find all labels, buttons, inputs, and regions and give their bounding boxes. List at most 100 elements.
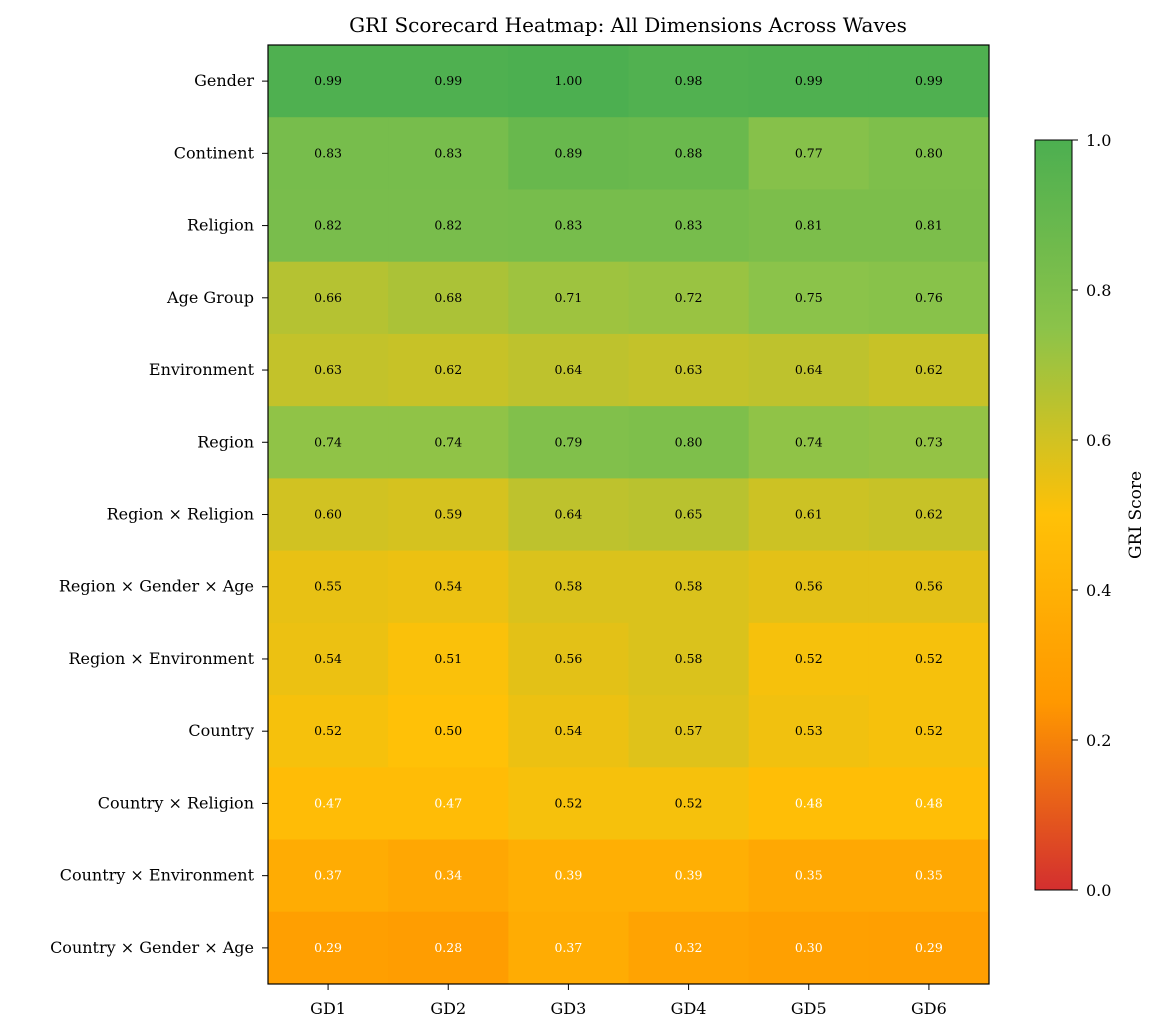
row-label: Region × Religion: [107, 505, 254, 524]
cell-value-label: 0.66: [314, 290, 342, 305]
heatmap-cell: [628, 622, 750, 696]
cell-value-label: 0.83: [554, 218, 582, 233]
chart-title: GRI Scorecard Heatmap: All Dimensions Ac…: [349, 13, 907, 37]
cell-value-label: 0.50: [434, 723, 462, 738]
heatmap-cell: [268, 333, 389, 407]
heatmap-cell: [268, 550, 389, 624]
row-label: Country × Gender × Age: [50, 938, 254, 957]
heatmap-cell: [628, 406, 750, 479]
heatmap-cell: [388, 406, 509, 479]
cell-value-label: 0.35: [915, 868, 943, 883]
plot-frame: [267, 44, 990, 985]
column-label: GD6: [911, 999, 947, 1018]
cell-value-label: 0.80: [915, 145, 943, 160]
heatmap-cell: [628, 261, 750, 335]
colorbar-tick-label: 1.0: [1086, 131, 1111, 150]
cell-value-label: 0.58: [675, 579, 703, 594]
heatmap-cell: [508, 261, 629, 335]
heatmap-cell: [628, 189, 750, 263]
cell-value-label: 0.56: [554, 651, 582, 666]
cell-value-label: 0.80: [675, 434, 703, 449]
heatmap-cell: [508, 117, 629, 190]
heatmap-cell: [388, 45, 509, 118]
cell-value-label: 0.99: [434, 73, 462, 88]
cell-value-label: 0.75: [795, 290, 823, 305]
cell-value-label: 0.74: [314, 434, 342, 449]
cell-value-label: 0.71: [554, 290, 582, 305]
heatmap-cell: [508, 767, 629, 841]
heatmap-cell: [628, 695, 750, 768]
heatmap-cell: [628, 911, 750, 985]
heatmap-cell: [748, 767, 870, 841]
heatmap-cell: [268, 478, 389, 552]
row-label: Religion: [187, 216, 254, 235]
column-label: GD1: [310, 999, 346, 1018]
cell-value-label: 0.37: [314, 868, 342, 883]
cell-value-label: 0.73: [915, 434, 943, 449]
cell-value-label: 0.68: [434, 290, 462, 305]
heatmap-cell: [388, 478, 509, 552]
cell-value-label: 0.63: [314, 362, 342, 377]
cell-value-label: 0.52: [795, 651, 823, 666]
cell-value-label: 0.77: [795, 145, 823, 160]
heatmap-cell: [508, 622, 629, 696]
cell-value-label: 0.52: [915, 651, 943, 666]
cell-value-label: 0.61: [795, 507, 823, 522]
colorbar-ticks: 0.0 0.2 0.4 0.6 0.8 1.0: [1072, 131, 1111, 900]
heatmap-cell: [748, 839, 870, 913]
cell-value-label: 0.39: [554, 868, 582, 883]
cell-value-label: 0.48: [795, 795, 823, 810]
heatmap-cell: [388, 261, 509, 335]
cell-value-label: 0.29: [314, 940, 342, 955]
cell-value-label: 0.48: [915, 795, 943, 810]
heatmap-cell: [388, 839, 509, 913]
row-label: Region: [197, 432, 254, 451]
colorbar: [1034, 139, 1073, 891]
heatmap-cell: [508, 695, 629, 768]
heatmap-cell: [748, 695, 870, 768]
heatmap-cell: [268, 767, 389, 841]
cell-value-label: 0.55: [314, 579, 342, 594]
cell-value-label: 0.81: [795, 218, 823, 233]
heatmap-cell: [628, 333, 750, 407]
heatmap-cell: [508, 406, 629, 479]
heatmap-cell: [508, 839, 629, 913]
cell-value-label: 0.83: [314, 145, 342, 160]
heatmap-cell: [388, 189, 509, 263]
heatmap-cell: [508, 478, 629, 552]
heatmap-cell: [868, 911, 990, 985]
cell-value-label: 0.51: [434, 651, 462, 666]
cell-value-label: 0.98: [675, 73, 703, 88]
heatmap-cell: [628, 839, 750, 913]
column-label: GD2: [430, 999, 466, 1018]
heatmap-cell: [508, 333, 629, 407]
row-label: Region × Environment: [69, 649, 255, 668]
heatmap-cell: [268, 261, 389, 335]
cell-value-label: 0.59: [434, 507, 462, 522]
heatmap-cell: [628, 478, 750, 552]
cell-value-label: 0.64: [554, 507, 582, 522]
heatmap-cell: [508, 550, 629, 624]
heatmap-cell: [268, 839, 389, 913]
heatmap-cell: [268, 622, 389, 696]
cell-value-label: 0.52: [915, 723, 943, 738]
cell-value-label: 0.82: [434, 218, 462, 233]
colorbar-tick-label: 0.2: [1086, 731, 1111, 750]
heatmap-cell: [748, 189, 870, 263]
cell-value-label: 0.88: [675, 145, 703, 160]
cell-value-label: 0.35: [795, 868, 823, 883]
heatmap-cells: 0.99 0.99 1.00 0.98 0.99 0.99 0.83 0.83 0.89 0.88…: [268, 45, 990, 985]
row-label: Gender: [194, 71, 254, 90]
cell-value-label: 1.00: [554, 73, 582, 88]
column-label: GD5: [791, 999, 827, 1018]
colorbar-label: GRI Score: [1126, 471, 1146, 559]
heatmap-cell: [268, 911, 389, 985]
cell-value-label: 0.54: [314, 651, 342, 666]
heatmap-cell: [628, 550, 750, 624]
row-label: Continent: [174, 143, 255, 162]
heatmap-cell: [388, 333, 509, 407]
row-label: Country × Religion: [98, 793, 254, 812]
heatmap-cell: [868, 117, 990, 190]
cell-value-label: 0.54: [554, 723, 582, 738]
row-label: Environment: [149, 360, 255, 379]
